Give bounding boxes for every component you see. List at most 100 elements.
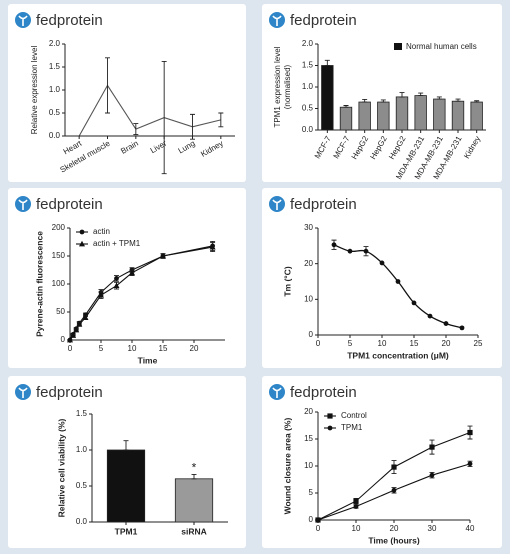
error-bar bbox=[436, 96, 442, 100]
card bbox=[8, 188, 246, 368]
bar bbox=[414, 95, 427, 131]
x-tick-label: TPM1 bbox=[115, 526, 138, 536]
error-bar bbox=[455, 98, 461, 102]
legend-label: Control bbox=[341, 411, 367, 420]
y-tick-label: 0.5 bbox=[76, 481, 88, 490]
chart-card: fedprotein 0 5 10 15 20 0 10 20 30 40 Wound closure… bbox=[262, 376, 502, 548]
marker bbox=[429, 444, 435, 450]
brand-name: fedprotein bbox=[290, 196, 357, 213]
error-bar bbox=[324, 59, 330, 66]
x-axis-label: Time bbox=[138, 355, 158, 365]
marker bbox=[443, 321, 449, 326]
series-line bbox=[69, 246, 213, 341]
x-tick-label: 0 bbox=[316, 339, 321, 348]
error-bar bbox=[133, 123, 139, 136]
marker bbox=[209, 243, 216, 250]
y-tick-label: 0 bbox=[61, 335, 66, 344]
x-tick-label: 30 bbox=[428, 524, 437, 533]
bar bbox=[433, 98, 446, 131]
marker bbox=[79, 240, 85, 247]
error-bar bbox=[362, 99, 368, 103]
marker bbox=[113, 282, 120, 289]
marker bbox=[327, 425, 333, 431]
y-tick-label: 10 bbox=[304, 461, 313, 470]
y-tick-label: 1.5 bbox=[302, 61, 314, 70]
y-tick-label: 1.0 bbox=[302, 82, 314, 91]
y-tick-label: 20 bbox=[304, 259, 313, 268]
brand-logo-mark bbox=[272, 387, 282, 398]
marker bbox=[429, 472, 435, 478]
bar bbox=[377, 101, 390, 131]
chart-card: fedprotein 0 10 20 30 0 5 10 15 20 25 Tm (°C) TPM1 c… bbox=[262, 188, 502, 368]
y-tick-label: 2.0 bbox=[49, 39, 61, 48]
y-axis-label: Wound closure area (%) bbox=[282, 417, 292, 514]
y-tick-label: 1.0 bbox=[49, 85, 61, 94]
marker bbox=[129, 269, 135, 276]
brand-name: fedprotein bbox=[290, 12, 357, 29]
chart-card: fedprotein 0.0 0.5 1.0 1.5 TPM1 siRNA Relative … bbox=[8, 376, 246, 548]
y-tick-label: 30 bbox=[304, 223, 313, 232]
x-tick-label: 10 bbox=[352, 524, 361, 533]
bar bbox=[321, 65, 334, 131]
error-bar bbox=[218, 112, 224, 128]
card bbox=[262, 4, 502, 182]
y-axis-label: Tm (°C) bbox=[282, 266, 292, 296]
y-axis-label: TPM1 expression level bbox=[273, 46, 282, 127]
x-tick-label: 10 bbox=[128, 344, 137, 353]
legend-swatch bbox=[394, 43, 402, 50]
error-bar bbox=[418, 92, 424, 97]
marker bbox=[82, 314, 89, 320]
marker bbox=[353, 498, 359, 504]
x-axis-label: TPM1 concentration (μM) bbox=[347, 350, 449, 360]
x-tick-label: 5 bbox=[99, 344, 104, 353]
y-tick-label: 2.0 bbox=[302, 39, 314, 48]
y-axis-label: Pyrene-actin fluorescence bbox=[34, 231, 44, 337]
legend-label: actin + TPM1 bbox=[93, 239, 141, 248]
bar bbox=[174, 478, 214, 523]
error-bar bbox=[105, 57, 110, 114]
brand-name: fedprotein bbox=[290, 384, 357, 401]
y-tick-label: 0.5 bbox=[49, 108, 61, 117]
brand-logo-mark bbox=[272, 199, 282, 210]
marker bbox=[395, 279, 401, 284]
y-tick-label: 50 bbox=[56, 307, 65, 316]
brand-name: fedprotein bbox=[36, 12, 103, 29]
y-tick-label: 5 bbox=[309, 488, 314, 497]
brand-name: fedprotein bbox=[36, 384, 103, 401]
marker bbox=[427, 313, 433, 319]
x-axis-label: Time (hours) bbox=[368, 535, 419, 545]
error-bar bbox=[161, 61, 167, 175]
card bbox=[262, 188, 502, 368]
bar bbox=[339, 106, 353, 131]
legend-label: TPM1 bbox=[341, 423, 363, 432]
y-tick-label: 20 bbox=[304, 407, 313, 416]
marker bbox=[391, 487, 397, 493]
x-tick-label: 5 bbox=[348, 339, 353, 348]
x-tick-label: 0 bbox=[68, 344, 73, 353]
y-tick-label: 1.0 bbox=[76, 445, 88, 454]
error-bar bbox=[399, 92, 405, 98]
marker bbox=[315, 517, 321, 523]
bar bbox=[470, 101, 483, 131]
y-tick-label: 100 bbox=[52, 279, 66, 288]
y-tick-label: 0.5 bbox=[302, 104, 314, 113]
error-bar bbox=[191, 474, 197, 480]
y-tick-label: 0.0 bbox=[49, 131, 61, 140]
marker bbox=[70, 332, 77, 338]
y-tick-label: 0.0 bbox=[302, 125, 314, 134]
marker bbox=[459, 325, 465, 331]
chart-card: fedprotein 0 50 100 150 200 0 5 10 15 20 Pyrene-act… bbox=[8, 188, 246, 368]
marker bbox=[353, 504, 359, 509]
bar bbox=[451, 100, 465, 131]
marker bbox=[331, 242, 337, 248]
marker bbox=[114, 276, 119, 281]
brand-name: fedprotein bbox=[36, 196, 103, 213]
chart-card: fedprotein0.00.51.01.52.0MCF-7MCF-7HepG2… bbox=[262, 4, 502, 182]
card bbox=[8, 4, 246, 182]
legend-label: Normal human cells bbox=[406, 42, 477, 51]
marker bbox=[379, 260, 385, 266]
x-tick-label: 40 bbox=[466, 524, 475, 533]
y-axis-label: Relative cell viability (%) bbox=[56, 418, 66, 517]
